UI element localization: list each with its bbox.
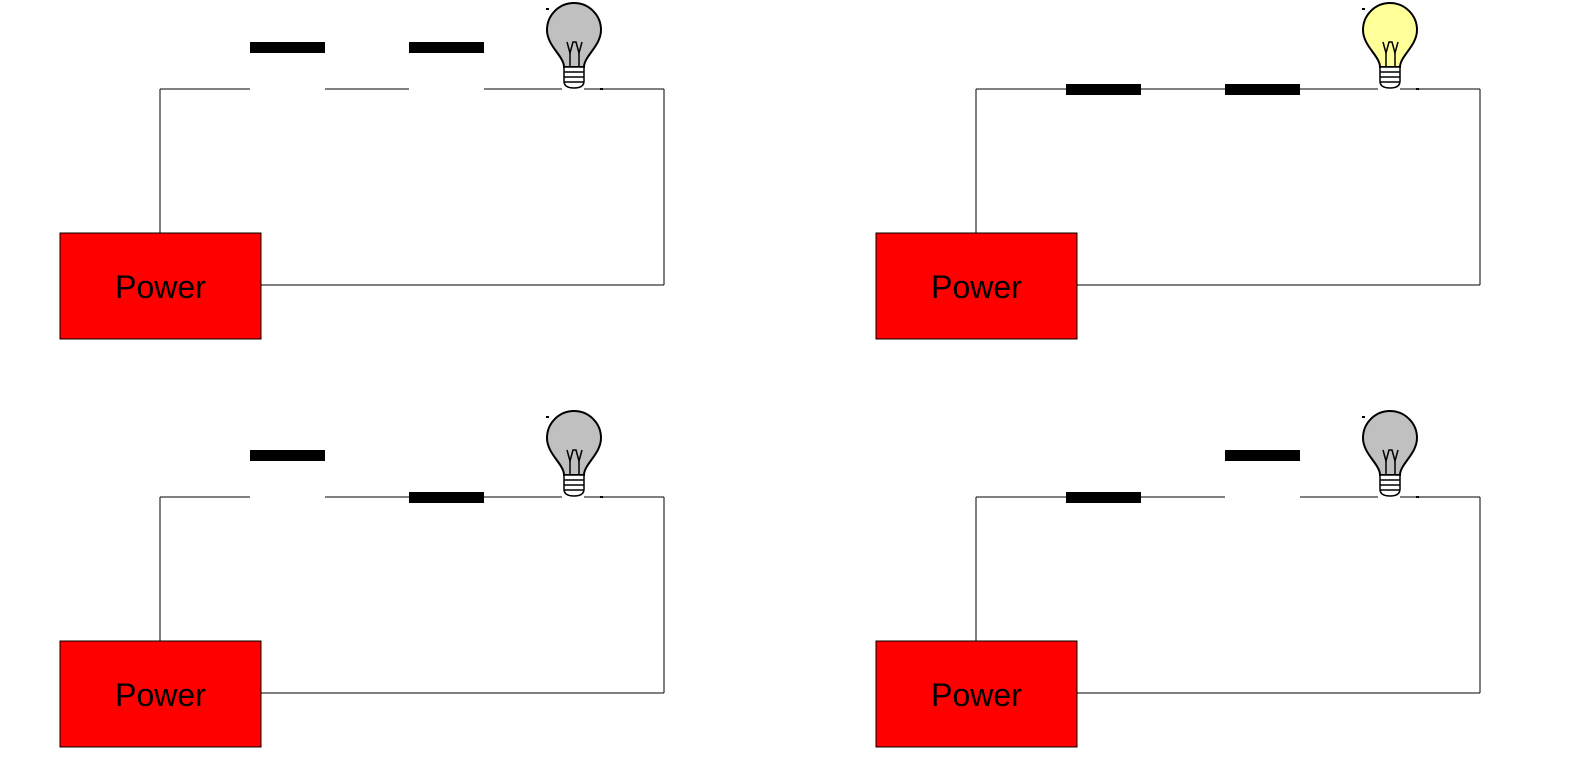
bulb-marker [1362,8,1365,10]
power-supply: Power [59,232,262,340]
switch-1-open [250,42,325,53]
switch-2-closed [409,492,484,503]
circuit-3: Power [59,410,665,748]
bulb-glass [1361,410,1419,476]
bulb-glass [1361,2,1419,68]
bulb-marker [546,8,549,10]
bulb-marker [546,416,549,418]
light-bulb-icon-off [545,410,603,498]
bulb-marker [600,496,603,498]
power-box [875,640,1078,748]
bulb-marker [1362,416,1365,418]
circuit-1: Power [59,2,665,340]
bulb-filament [566,449,583,464]
power-label: Power [115,677,206,713]
light-bulb-icon-on [1361,2,1419,90]
switch-2-open [1225,450,1300,461]
switch-1-closed [1066,84,1141,95]
circuit-2: Power [875,2,1481,340]
power-label: Power [931,677,1022,713]
power-supply: Power [875,640,1078,748]
power-label: Power [931,269,1022,305]
bulb-filament [566,41,583,56]
power-supply: Power [59,640,262,748]
bulb-glass [545,2,603,68]
power-supply: Power [875,232,1078,340]
circuit-4: Power [875,410,1481,748]
bulb-marker [1416,496,1419,498]
light-bulb-icon-off [1361,410,1419,498]
bulb-filament [1382,449,1399,464]
power-box [59,640,262,748]
bulb-marker [1416,88,1419,90]
bulb-filament [1382,41,1399,56]
power-box [875,232,1078,340]
bulb-marker [600,88,603,90]
switch-2-open [409,42,484,53]
power-box [59,232,262,340]
power-label: Power [115,269,206,305]
switch-1-open [250,450,325,461]
switch-1-closed [1066,492,1141,503]
light-bulb-icon-off [545,2,603,90]
switch-2-closed [1225,84,1300,95]
bulb-glass [545,410,603,476]
